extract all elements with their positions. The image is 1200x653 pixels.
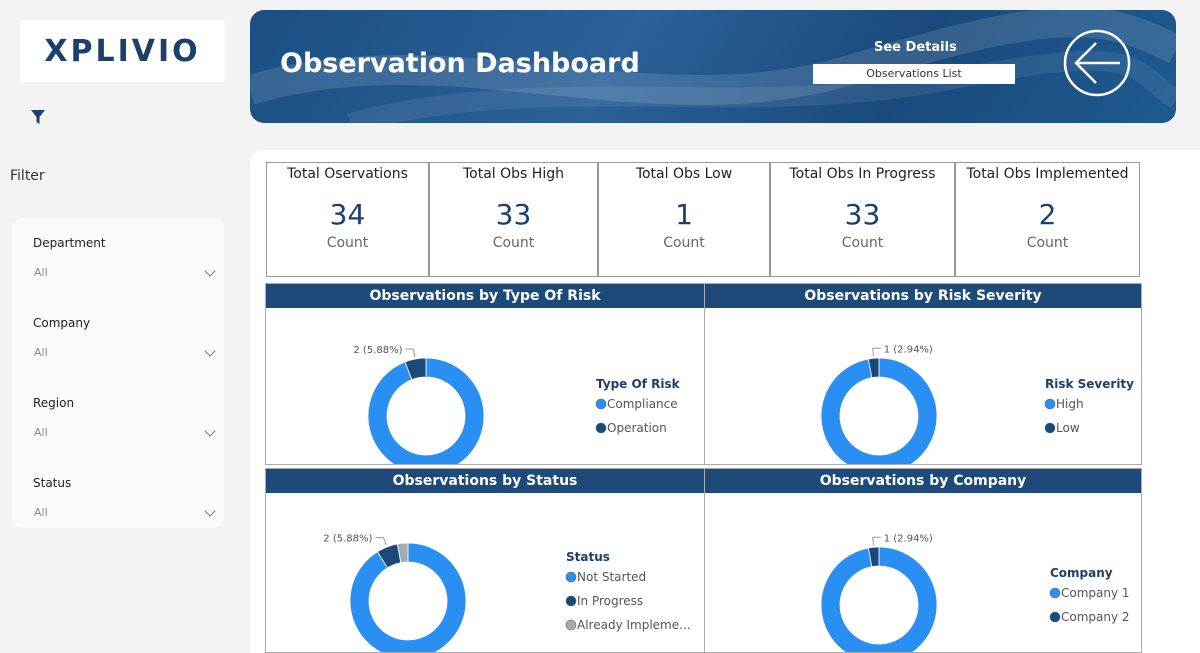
filter-label: Company <box>33 316 91 330</box>
data-label: 2 (5.88%) <box>353 345 402 356</box>
kpi-title: Total Obs Implemented <box>966 166 1129 182</box>
leader-line <box>375 537 387 546</box>
chart-card: Observations by Risk Severity33 (97.06%)… <box>704 283 1142 465</box>
leader-line <box>405 348 416 358</box>
legend-label: Company 1 <box>1061 586 1130 600</box>
donut-slice <box>404 357 427 381</box>
kpi-card: Total Obs High 33 Count <box>429 162 598 277</box>
back-button[interactable] <box>1063 29 1131 97</box>
kpi-card: Total Obs Implemented 2 Count <box>955 162 1140 277</box>
filter-icon[interactable] <box>30 108 46 126</box>
legend-marker <box>565 619 577 631</box>
kpi-value: 2 <box>1038 198 1057 231</box>
filter-panel: Department All Company All Region All Status Al… <box>12 218 224 528</box>
filter-label: Department <box>33 236 106 250</box>
legend-marker <box>1049 587 1061 599</box>
logo: XPLIVIO <box>20 20 225 82</box>
legend-label: Compliance <box>607 397 678 411</box>
donut-slice <box>367 357 485 464</box>
filter-title: Filter <box>10 168 45 184</box>
filter-dropdown[interactable]: All <box>30 262 222 284</box>
donut-slice <box>867 357 880 379</box>
kpi-title: Total Oservations <box>287 166 408 182</box>
filter-label: Region <box>33 396 75 410</box>
kpi-unit: Count <box>326 235 369 251</box>
kpi-value: 33 <box>844 198 881 231</box>
legend-title: Risk Severity <box>1045 377 1134 391</box>
data-label: 2 (5.88%) <box>323 534 372 545</box>
kpi-unit: Count <box>663 235 705 251</box>
legend-marker <box>1049 611 1061 623</box>
chart-title: Observations by Company <box>705 469 1141 493</box>
donut-slice <box>820 546 938 652</box>
chart-title: Observations by Risk Severity <box>705 284 1141 308</box>
see-details: See Details <box>874 40 957 55</box>
donut-slice <box>349 542 467 652</box>
header: Observation Dashboard See Details Observ… <box>250 10 1176 123</box>
chart-card: Observations by Company33 (97.06%)1 (2.9… <box>704 468 1142 653</box>
legend-label: In Progress <box>577 594 643 608</box>
legend-marker <box>595 422 607 434</box>
filter-label: Status <box>33 476 72 490</box>
donut-slice <box>820 357 938 464</box>
data-label: 1 (2.94%) <box>884 533 933 544</box>
dashboard-title: Observation Dashboard <box>280 48 640 79</box>
legend-marker <box>1044 422 1056 434</box>
leader-line <box>872 347 881 357</box>
donut-slice <box>396 542 409 564</box>
legend-label: High <box>1056 397 1084 411</box>
kpi-unit: Count <box>841 235 884 251</box>
legend-label: Not Started <box>577 570 646 584</box>
kpi-card: Total Oservations 34 Count <box>266 162 429 277</box>
kpi-card: Total Obs Low 1 Count <box>598 162 770 277</box>
filter-dropdown[interactable]: All <box>30 502 222 524</box>
legend-title: Type Of Risk <box>596 377 681 391</box>
observations-list-button[interactable]: Observations List <box>813 64 1015 84</box>
kpi-title: Total Obs In Progress <box>789 166 936 182</box>
chart-title: Observations by Type Of Risk <box>266 284 704 308</box>
legend-marker <box>565 595 577 607</box>
kpi-value: 34 <box>329 198 366 231</box>
filter-dropdown[interactable]: All <box>30 342 222 364</box>
kpi-value: 1 <box>675 198 693 231</box>
legend-marker <box>1044 398 1056 410</box>
kpi-card: Total Obs In Progress 33 Count <box>770 162 955 277</box>
data-label: 1 (2.94%) <box>884 344 933 355</box>
filter-dropdown[interactable]: All <box>30 422 222 444</box>
kpi-unit: Count <box>1026 235 1069 251</box>
chart-card: Observations by Type Of Risk32 (94.12%)2… <box>265 283 705 465</box>
legend-label: Company 2 <box>1061 610 1130 624</box>
kpi-title: Total Obs High <box>463 166 564 182</box>
legend-title: Company <box>1050 566 1113 580</box>
donut-chart: 32 (94.12%)2 (5.88%)Type Of RiskComplian… <box>353 345 681 464</box>
kpi-title: Total Obs Low <box>635 166 733 182</box>
header-waves <box>250 10 1176 123</box>
legend-label: Already Impleme... <box>577 618 691 632</box>
leader-line <box>872 536 881 546</box>
legend-label: Operation <box>607 421 667 435</box>
legend-title: Status <box>566 550 610 564</box>
kpi-value: 33 <box>495 198 532 231</box>
legend-marker <box>565 571 577 583</box>
chart-card: Observations by Status31 (91.18%)2 (5.88… <box>265 468 705 653</box>
chart-title: Observations by Status <box>266 469 704 493</box>
legend-label: Low <box>1056 421 1080 435</box>
legend-marker <box>595 398 607 410</box>
kpi-unit: Count <box>492 235 535 251</box>
donut-slice <box>867 546 880 568</box>
